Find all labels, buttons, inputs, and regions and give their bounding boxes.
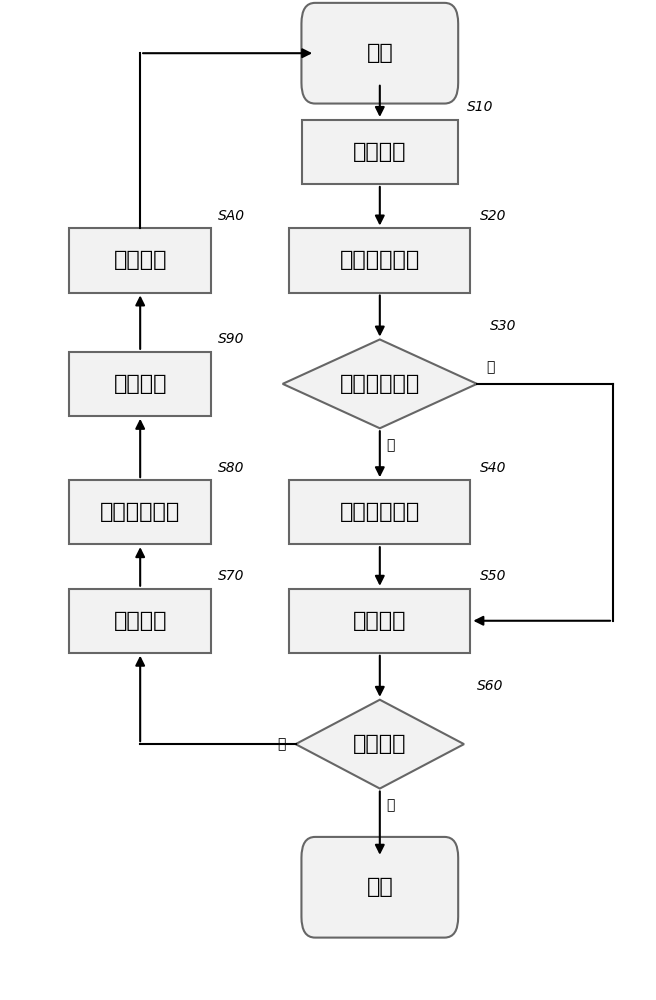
Text: S80: S80 <box>218 461 245 475</box>
Bar <box>302 120 457 184</box>
Text: 转发数据: 转发数据 <box>113 374 167 394</box>
Text: 检查通信连接: 检查通信连接 <box>340 502 420 522</box>
Polygon shape <box>296 700 464 789</box>
Text: S70: S70 <box>218 569 245 583</box>
Text: 读取是否成功: 读取是否成功 <box>340 374 420 394</box>
Text: S10: S10 <box>467 100 494 114</box>
FancyBboxPatch shape <box>302 3 458 104</box>
Text: S30: S30 <box>490 319 516 333</box>
Text: 结束: 结束 <box>367 877 393 897</box>
Text: S90: S90 <box>218 332 245 346</box>
Text: 读取配置文件: 读取配置文件 <box>340 250 420 270</box>
Text: 是否配置: 是否配置 <box>353 734 407 754</box>
Bar <box>69 352 211 416</box>
Text: S60: S60 <box>477 679 503 693</box>
Polygon shape <box>283 339 477 428</box>
Text: 系统配置: 系统配置 <box>113 611 167 631</box>
FancyBboxPatch shape <box>302 837 458 938</box>
Bar <box>289 589 470 653</box>
Text: 开始: 开始 <box>367 43 393 63</box>
Text: 是: 是 <box>386 438 395 452</box>
Text: 收发数据: 收发数据 <box>353 611 407 631</box>
Text: SA0: SA0 <box>218 209 245 223</box>
Text: 否: 否 <box>487 360 495 374</box>
Text: 设备自检: 设备自检 <box>353 142 407 162</box>
Text: S40: S40 <box>480 461 506 475</box>
Text: S50: S50 <box>480 569 506 583</box>
Bar <box>289 480 470 544</box>
Text: S20: S20 <box>480 209 506 223</box>
Bar <box>69 589 211 653</box>
Bar <box>69 228 211 293</box>
Bar <box>69 480 211 544</box>
Text: 组织数据上送: 组织数据上送 <box>100 502 180 522</box>
Text: 是: 是 <box>277 737 286 751</box>
Text: 否: 否 <box>386 798 395 812</box>
Bar <box>289 228 470 293</box>
Text: 保存文件: 保存文件 <box>113 250 167 270</box>
